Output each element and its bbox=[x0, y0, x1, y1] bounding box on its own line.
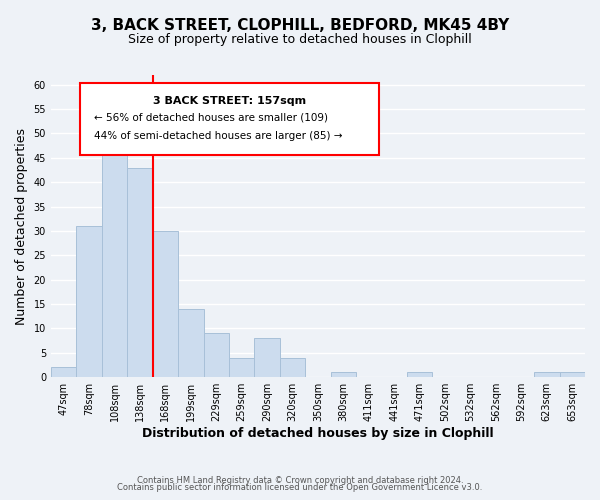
Text: 3 BACK STREET: 157sqm: 3 BACK STREET: 157sqm bbox=[153, 96, 307, 106]
Text: Contains public sector information licensed under the Open Government Licence v3: Contains public sector information licen… bbox=[118, 484, 482, 492]
Bar bbox=[178, 309, 203, 377]
Bar bbox=[51, 368, 76, 377]
Bar bbox=[280, 358, 305, 377]
FancyBboxPatch shape bbox=[80, 82, 379, 155]
Y-axis label: Number of detached properties: Number of detached properties bbox=[15, 128, 28, 324]
Text: 3, BACK STREET, CLOPHILL, BEDFORD, MK45 4BY: 3, BACK STREET, CLOPHILL, BEDFORD, MK45 … bbox=[91, 18, 509, 32]
Bar bbox=[229, 358, 254, 377]
Bar bbox=[534, 372, 560, 377]
Bar bbox=[560, 372, 585, 377]
Bar bbox=[254, 338, 280, 377]
Text: Size of property relative to detached houses in Clophill: Size of property relative to detached ho… bbox=[128, 32, 472, 46]
Text: 44% of semi-detached houses are larger (85) →: 44% of semi-detached houses are larger (… bbox=[94, 131, 342, 141]
Bar bbox=[152, 231, 178, 377]
Bar bbox=[407, 372, 433, 377]
Bar bbox=[127, 168, 152, 377]
Text: Contains HM Land Registry data © Crown copyright and database right 2024.: Contains HM Land Registry data © Crown c… bbox=[137, 476, 463, 485]
Bar bbox=[331, 372, 356, 377]
Bar bbox=[102, 148, 127, 377]
Text: ← 56% of detached houses are smaller (109): ← 56% of detached houses are smaller (10… bbox=[94, 113, 328, 123]
Bar bbox=[76, 226, 102, 377]
X-axis label: Distribution of detached houses by size in Clophill: Distribution of detached houses by size … bbox=[142, 427, 494, 440]
Bar bbox=[203, 334, 229, 377]
